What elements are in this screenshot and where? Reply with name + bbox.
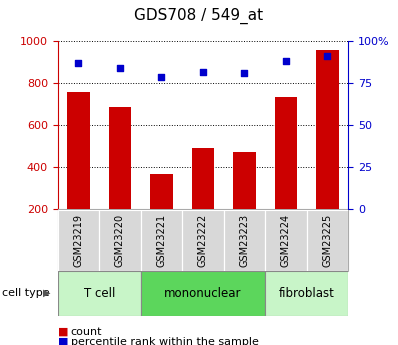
Bar — [150, 174, 173, 209]
Text: GSM23220: GSM23220 — [115, 214, 125, 267]
Text: GSM23221: GSM23221 — [156, 214, 166, 267]
Bar — [316, 50, 339, 209]
Text: GSM23223: GSM23223 — [240, 214, 250, 267]
Point — [283, 59, 289, 64]
Text: GSM23222: GSM23222 — [198, 214, 208, 267]
Bar — [141, 271, 265, 316]
Text: percentile rank within the sample: percentile rank within the sample — [71, 337, 259, 345]
Point — [117, 66, 123, 71]
Bar — [265, 271, 348, 316]
Point — [200, 69, 206, 74]
Text: ▶: ▶ — [43, 288, 51, 298]
Text: T cell: T cell — [84, 287, 115, 300]
Point — [241, 70, 248, 76]
Text: cell type: cell type — [2, 288, 50, 298]
Text: GSM23225: GSM23225 — [322, 214, 332, 267]
Bar — [233, 151, 256, 209]
Point — [324, 54, 331, 59]
Bar — [265, 210, 307, 271]
Text: GSM23224: GSM23224 — [281, 214, 291, 267]
Text: count: count — [71, 327, 102, 337]
Bar — [275, 97, 297, 209]
Bar — [99, 210, 141, 271]
Bar — [182, 210, 224, 271]
Bar — [67, 92, 90, 209]
Bar — [141, 210, 182, 271]
Bar — [191, 148, 215, 209]
Bar — [307, 210, 348, 271]
Text: ■: ■ — [58, 327, 68, 337]
Text: GSM23219: GSM23219 — [74, 214, 84, 267]
Text: fibroblast: fibroblast — [279, 287, 335, 300]
Point — [158, 74, 165, 79]
Text: ■: ■ — [58, 337, 68, 345]
Point — [75, 60, 82, 66]
Bar — [224, 210, 265, 271]
Bar — [58, 271, 141, 316]
Text: GDS708 / 549_at: GDS708 / 549_at — [135, 8, 263, 23]
Bar — [109, 107, 131, 209]
Bar — [58, 210, 99, 271]
Text: mononuclear: mononuclear — [164, 287, 242, 300]
